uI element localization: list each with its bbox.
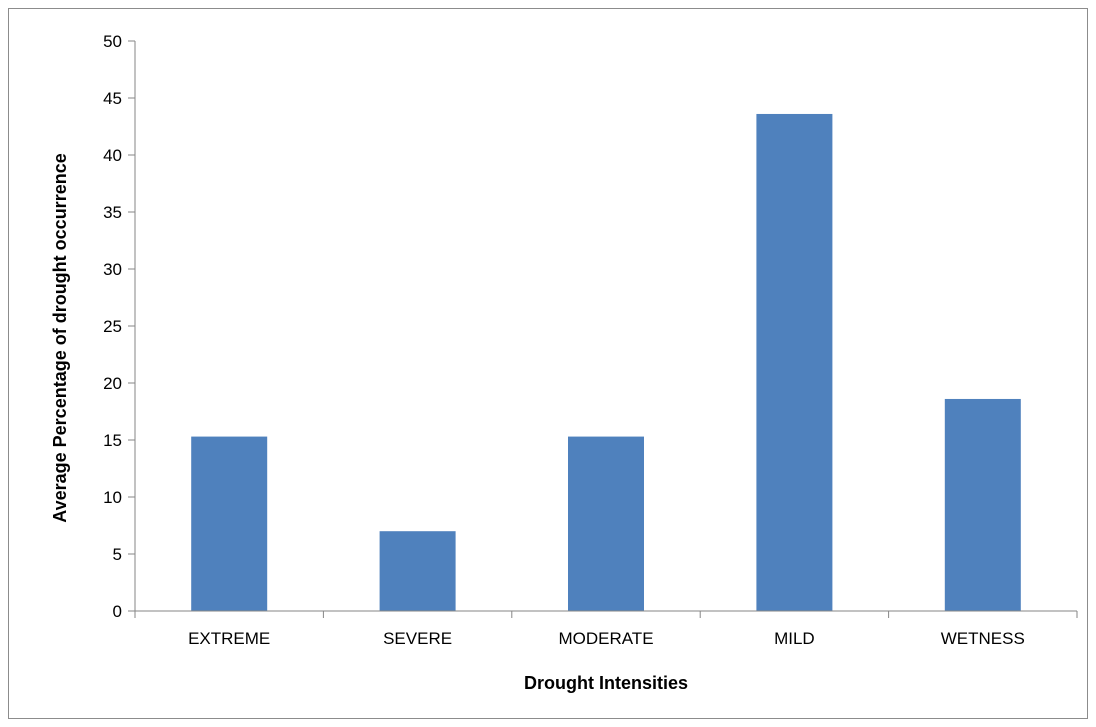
x-tick-label: EXTREME: [188, 629, 270, 648]
bar-wetness: [944, 398, 1021, 611]
y-axis-title: Average Percentage of drought occurrence: [50, 153, 70, 522]
x-axis-ticks: EXTREME SEVERE MODERATE MILD WETNESS: [134, 611, 1078, 648]
x-axis-title: Drought Intensities: [524, 673, 688, 693]
x-tick-label: SEVERE: [383, 629, 452, 648]
y-tick-label: 40: [103, 146, 122, 165]
y-tick-label: 0: [113, 602, 122, 621]
x-tick-label: MILD: [774, 629, 815, 648]
y-tick-label: 45: [103, 89, 122, 108]
y-tick-label: 50: [103, 32, 122, 51]
y-tick-label: 15: [103, 431, 122, 450]
y-tick-label: 35: [103, 203, 122, 222]
y-tick-label: 20: [103, 374, 122, 393]
y-tick-label: 25: [103, 317, 122, 336]
bars: [191, 113, 1021, 612]
x-tick-label: WETNESS: [941, 629, 1025, 648]
y-tick-label: 30: [103, 260, 122, 279]
x-tick-label: MODERATE: [558, 629, 653, 648]
y-tick-label: 5: [113, 545, 122, 564]
y-axis-ticks: 0 5 10 15 20 25 30 35 40 45 50: [103, 32, 135, 621]
chart-frame: [8, 8, 1088, 719]
bar-extreme: [191, 436, 268, 611]
bar-moderate: [568, 436, 644, 611]
bar-severe: [379, 531, 456, 611]
bar-mild: [756, 113, 833, 612]
y-tick-label: 10: [103, 488, 122, 507]
